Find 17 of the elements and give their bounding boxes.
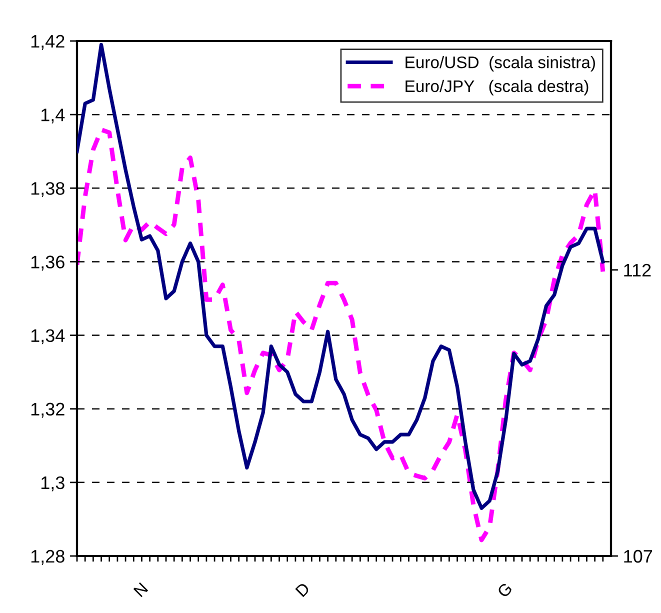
y-tick-label: 1,38 [31, 182, 64, 197]
y-tick-label: 1,4 [41, 108, 65, 124]
legend-label: Euro/USD (scala sinistra) [406, 56, 595, 72]
y2-tick-label: 107 [624, 550, 652, 563]
y-tick-label: 1,42 [31, 34, 64, 50]
x-tick-label: D [295, 582, 310, 598]
legend-label: Euro/JPY (scala destra) [406, 80, 588, 96]
y2-tick-label: 112 [624, 264, 651, 276]
x-tick-label: G [496, 582, 513, 598]
y-tick-label: 1,36 [31, 256, 64, 271]
x-tick-label: N [133, 582, 148, 598]
y-tick-label: 1,34 [31, 329, 65, 344]
y-tick-label: 1,3 [41, 476, 64, 492]
y-tick-label: 1,32 [31, 402, 64, 418]
line-series [77, 42, 605, 510]
y-tick-label: 1,28 [31, 550, 64, 565]
line-series [77, 127, 606, 542]
